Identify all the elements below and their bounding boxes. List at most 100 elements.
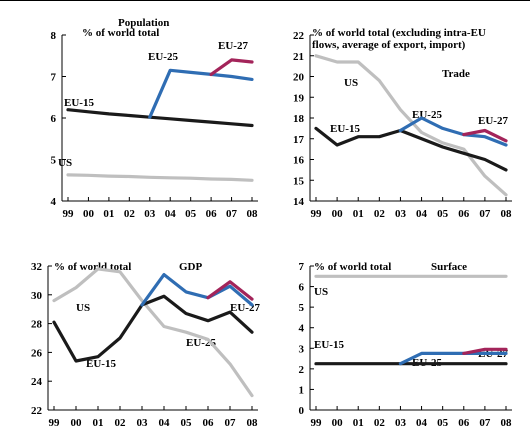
x-tick-label: 06 xyxy=(206,208,218,220)
chart-panel-marks: 22 24 26 28 30 32 99 00 01 02 03 04 05 06 07 08 xyxy=(31,261,258,429)
y-tick-label: 19 xyxy=(293,92,305,104)
chart-panel-trade: % of world total (excluding intra-EU flo… xyxy=(312,27,508,135)
x-tick-label: 08 xyxy=(247,208,259,220)
y-tick-label: 2 xyxy=(299,364,305,376)
y-tick-label: 26 xyxy=(31,347,43,359)
x-tick-label: 08 xyxy=(247,417,259,429)
y-tick-label: 22 xyxy=(293,30,305,42)
y-tick-label: 5 xyxy=(299,302,305,314)
y-tick-label: 21 xyxy=(293,51,304,63)
x-tick-label: 04 xyxy=(416,417,428,429)
x-tick-label: 01 xyxy=(93,417,104,429)
y-tick-label: 4 xyxy=(51,196,57,208)
series-label-eu27: EU-27 xyxy=(230,302,260,314)
x-tick-label: 00 xyxy=(332,417,344,429)
x-tick-label: 05 xyxy=(181,417,193,429)
series-line-eu25 xyxy=(148,68,254,119)
x-tick-label: 04 xyxy=(159,417,171,429)
y-tick-label: 4 xyxy=(299,323,305,335)
x-tick-label: 07 xyxy=(479,208,491,220)
series-labels: EU-15 EU-25 EU-27 US xyxy=(330,77,508,135)
x-tick-label: 01 xyxy=(353,208,364,220)
series-labels: EU-15 EU-25 EU-27 US xyxy=(58,40,248,169)
x-tick-label: 06 xyxy=(458,417,470,429)
x-tick-label: 99 xyxy=(311,208,323,220)
x-tick-label: 07 xyxy=(479,417,491,429)
x-tick-label: 03 xyxy=(395,417,407,429)
series-line-eu27 xyxy=(206,280,254,301)
series-line-eu15 xyxy=(66,108,254,128)
panel-title: Surface xyxy=(431,261,467,273)
series-line-eu27 xyxy=(209,58,254,77)
x-tick-label: 01 xyxy=(353,417,364,429)
x-tick-label: 01 xyxy=(103,208,114,220)
series-line-us xyxy=(314,54,508,197)
chart-panel-gdp: % of world total GDP EU-15 EU-25 EU-27 U… xyxy=(54,261,260,370)
x-tick-label: 99 xyxy=(311,417,323,429)
y-tick-label: 1 xyxy=(299,384,305,396)
series-labels: EU-15 EU-25 EU-27 US xyxy=(314,286,508,369)
series-label-eu15: EU-15 xyxy=(64,97,94,109)
y-tick-label: 0 xyxy=(299,405,305,417)
series-label-us: US xyxy=(344,77,358,89)
panel-title: Trade xyxy=(442,68,470,80)
y-tick-label: 7 xyxy=(51,72,57,84)
series-label-us: US xyxy=(76,302,90,314)
x-tick-label: 02 xyxy=(115,417,127,429)
x-tick-label: 07 xyxy=(226,208,238,220)
x-tick-label: 06 xyxy=(458,208,470,220)
series-line-eu15 xyxy=(314,126,508,172)
x-tick-label: 02 xyxy=(124,208,136,220)
series-line-eu27 xyxy=(462,347,508,355)
series-line-eu25 xyxy=(398,351,508,366)
series-label-eu15: EU-15 xyxy=(86,358,116,370)
y-tick-label: 22 xyxy=(31,405,43,417)
x-tick-label: 00 xyxy=(332,208,344,220)
x-tick-label: 05 xyxy=(437,208,449,220)
y-tick-label: 7 xyxy=(299,261,305,273)
y-tick-label: 28 xyxy=(31,319,43,331)
chart-panel-surface: % of world total Surface EU-15 EU-25 EU-… xyxy=(314,261,508,369)
panel-unit-label: % of world total xyxy=(314,261,391,273)
series-line-us xyxy=(66,173,254,182)
series-line-eu15 xyxy=(52,294,254,363)
x-tick-label: 99 xyxy=(63,208,75,220)
series-line-eu25 xyxy=(398,116,508,147)
y-tick-label: 8 xyxy=(51,30,57,42)
chart-panel-marks: 4 5 6 7 8 99 00 01 02 03 04 05 06 07 08 xyxy=(51,30,259,220)
x-tick-label: 05 xyxy=(437,417,449,429)
x-tick-label: 04 xyxy=(416,208,428,220)
y-tick-label: 15 xyxy=(293,175,305,187)
x-tick-label: 08 xyxy=(501,208,513,220)
chart-panel-marks: 14 15 16 17 18 19 20 21 22 99 00 01 02 03 04 05 06 07 08 xyxy=(293,30,512,220)
y-tick-label: 17 xyxy=(293,134,305,146)
x-tick-label: 99 xyxy=(49,417,61,429)
panel-unit-label: % of world total xyxy=(82,27,159,39)
y-tick-label: 14 xyxy=(293,196,305,208)
x-tick-label: 00 xyxy=(71,417,83,429)
series-label-eu27: EU-27 xyxy=(478,115,508,127)
x-tick-label: 02 xyxy=(374,208,386,220)
x-tick-label: 02 xyxy=(374,417,386,429)
y-tick-label: 20 xyxy=(293,72,305,84)
x-tick-label: 05 xyxy=(185,208,197,220)
x-tick-label: 06 xyxy=(203,417,215,429)
x-tick-label: 07 xyxy=(225,417,237,429)
series-label-eu25: EU-25 xyxy=(148,51,178,63)
x-tick-label: 03 xyxy=(137,417,149,429)
panel-unit-label-line1: % of world total (excluding intra-EU xyxy=(312,27,486,39)
panel-title: Population xyxy=(118,17,169,29)
x-tick-label: 03 xyxy=(144,208,156,220)
series-label-eu15: EU-15 xyxy=(330,123,360,135)
x-tick-label: 00 xyxy=(83,208,95,220)
y-tick-label: 6 xyxy=(51,113,57,125)
series-line-us xyxy=(52,267,254,398)
x-tick-label: 08 xyxy=(501,417,513,429)
y-tick-label: 24 xyxy=(31,376,43,388)
panel-unit-label-line2: flows, average of export, import) xyxy=(312,39,466,51)
y-tick-label: 6 xyxy=(299,282,305,294)
y-tick-label: 5 xyxy=(51,155,57,167)
